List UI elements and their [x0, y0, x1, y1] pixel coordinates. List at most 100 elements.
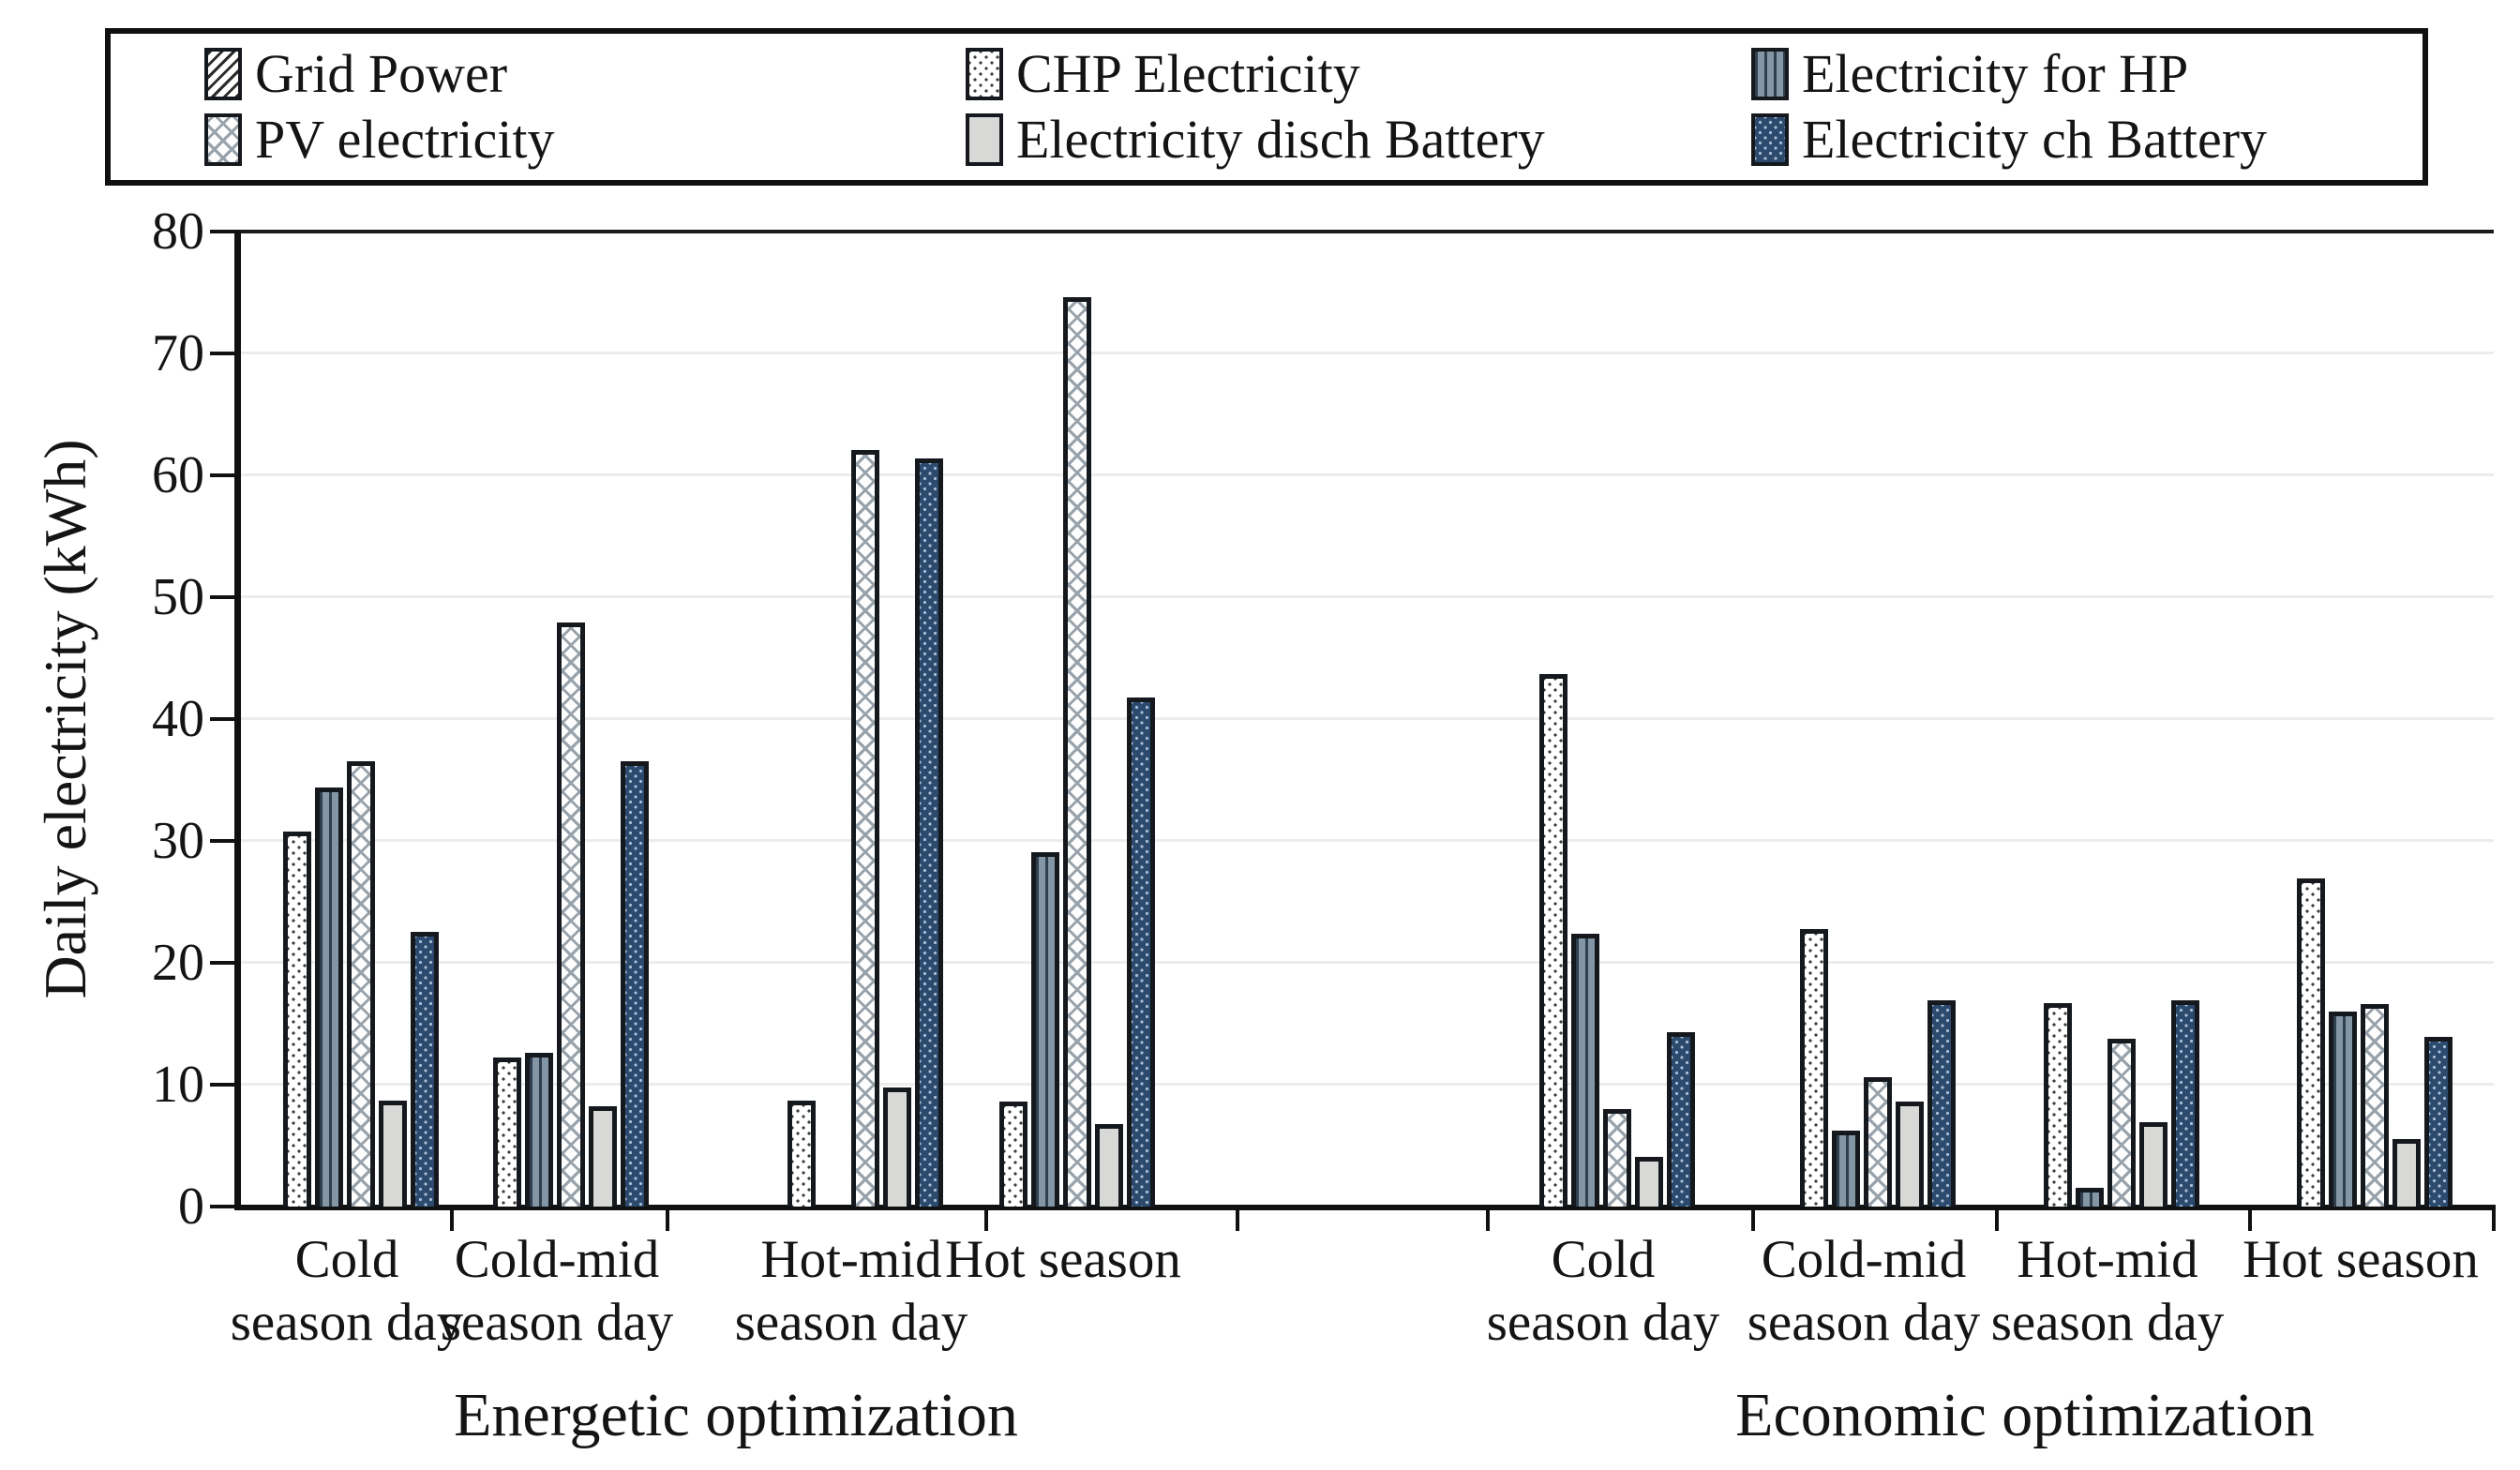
x-axis-tick — [1995, 1210, 1999, 1231]
y-axis-tick — [210, 839, 236, 843]
legend-swatch-chp-icon — [966, 48, 1003, 100]
legend-swatch-disch-icon — [966, 113, 1003, 166]
bar-hp — [2076, 1188, 2104, 1207]
x-category-label-line: Cold-mid — [454, 1230, 660, 1289]
x-axis-tick — [1236, 1210, 1239, 1231]
bar-disch — [589, 1106, 617, 1207]
x-category-label-line: Cold-mid — [1761, 1230, 1967, 1289]
x-category-label-line: Hot season — [945, 1230, 1181, 1289]
x-category-label-line: Cold — [294, 1230, 399, 1289]
bar-hp — [315, 788, 343, 1207]
bar-disch — [2392, 1139, 2421, 1207]
x-category-label-line: season day — [230, 1293, 464, 1353]
x-axis-tick — [984, 1210, 988, 1231]
legend-swatch-pv-icon — [204, 113, 242, 166]
bar-pv — [1864, 1077, 1892, 1207]
bar-chp — [2297, 878, 2325, 1207]
y-axis-title: Daily electricity (kWh) — [32, 439, 98, 999]
legend-item-disch: Electricity disch Battery — [966, 112, 1751, 167]
bar-pv — [557, 622, 585, 1207]
y-tick-label: 60 — [152, 446, 204, 504]
x-category-label-line: Hot-mid — [760, 1230, 942, 1289]
x-category-label: Cold-mid season day — [341, 1228, 772, 1355]
bar-pv — [347, 761, 375, 1207]
x-category-label-line: season day — [440, 1293, 674, 1353]
gridline-80 — [236, 230, 2494, 233]
bar-ch — [2424, 1037, 2452, 1207]
y-tick-label: 80 — [152, 202, 204, 261]
bar-chp — [788, 1101, 816, 1207]
chart-legend: Grid Power CHP Electricity Electricity for… — [105, 28, 2428, 186]
gridline-70 — [236, 352, 2494, 354]
bar-hp — [2329, 1012, 2357, 1207]
x-axis-tick — [2492, 1210, 2496, 1231]
y-axis-tick — [210, 1083, 236, 1087]
y-tick-label: 10 — [152, 1056, 204, 1114]
bar-chp — [493, 1058, 521, 1207]
x-axis-tick — [2248, 1210, 2252, 1231]
x-category-label-line: Cold — [1551, 1230, 1656, 1289]
bar-disch — [2139, 1122, 2168, 1207]
x-category-label: Cold season day — [1388, 1228, 1819, 1355]
x-category-label: Hot-mid season day — [636, 1228, 1067, 1355]
bar-hp — [525, 1053, 553, 1207]
y-tick-label: 30 — [152, 812, 204, 870]
gridline-20 — [236, 961, 2494, 964]
bar-hp — [1832, 1131, 1860, 1207]
bar-disch — [883, 1088, 911, 1207]
x-category-label: Hot season — [2145, 1228, 2520, 1291]
y-tick-label: 20 — [152, 934, 204, 992]
bar-hp — [1031, 852, 1059, 1207]
bar-disch — [1896, 1102, 1924, 1207]
x-axis-line — [234, 1205, 2496, 1210]
bar-chp — [283, 832, 311, 1207]
bar-pv — [1063, 297, 1091, 1207]
bar-pv — [1603, 1109, 1631, 1207]
legend-label: Electricity for HP — [1802, 43, 2189, 104]
gridline-50 — [236, 595, 2494, 598]
bar-ch — [1127, 698, 1155, 1207]
y-tick-label: 70 — [152, 324, 204, 382]
y-tick-label: 50 — [152, 568, 204, 626]
x-category-label-line: Hot-mid — [2017, 1230, 2198, 1289]
bar-chp — [999, 1102, 1028, 1207]
y-axis-tick — [210, 473, 236, 477]
x-category-label-line: Hot season — [2242, 1230, 2479, 1289]
legend-item-hp: Electricity for HP — [1751, 47, 2422, 101]
bar-ch — [1928, 1000, 1956, 1207]
x-category-label: Cold-mid season day — [1648, 1228, 2079, 1355]
bar-ch — [915, 458, 943, 1207]
x-category-label: Hot season — [848, 1228, 1279, 1291]
section-title: Economic optimization — [1735, 1381, 2315, 1449]
x-category-label-line: season day — [1747, 1293, 1981, 1353]
legend-swatch-ch-icon — [1751, 113, 1789, 166]
legend-swatch-hp-icon — [1751, 48, 1789, 100]
bar-ch — [621, 761, 649, 1207]
legend-item-grid: Grid Power — [204, 47, 966, 101]
bar-pv — [2108, 1039, 2136, 1207]
y-axis-tick — [210, 230, 236, 233]
legend-label: Grid Power — [255, 43, 508, 104]
bar-chp — [1800, 929, 1828, 1207]
bar-pv — [2361, 1004, 2389, 1207]
bar-chp — [1539, 674, 1568, 1207]
legend-label: CHP Electricity — [1016, 43, 1360, 104]
y-axis-tick — [210, 1205, 236, 1208]
legend-item-pv: PV electricity — [204, 112, 966, 167]
y-axis-tick — [210, 352, 236, 355]
gridline-40 — [236, 717, 2494, 720]
legend-item-chp: CHP Electricity — [966, 47, 1751, 101]
y-axis-tick — [210, 717, 236, 721]
y-tick-label: 0 — [178, 1178, 204, 1236]
bar-disch — [379, 1101, 407, 1207]
legend-label: PV electricity — [255, 109, 555, 170]
bar-disch — [1635, 1157, 1663, 1207]
x-category-label: Cold season day — [131, 1228, 562, 1355]
y-axis-tick — [210, 961, 236, 965]
bar-hp — [1571, 934, 1599, 1207]
x-axis-tick — [1751, 1210, 1755, 1231]
legend-swatch-grid-icon — [204, 48, 242, 100]
gridline-30 — [236, 839, 2494, 842]
gridline-10 — [236, 1083, 2494, 1086]
